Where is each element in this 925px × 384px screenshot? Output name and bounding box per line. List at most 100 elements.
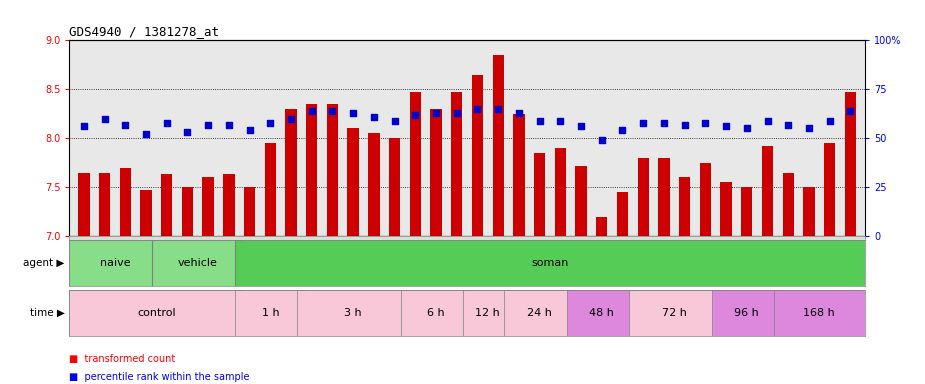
Point [117,121,132,127]
Bar [566,290,637,336]
Point [635,119,650,126]
Point [843,108,857,114]
Point [512,110,526,116]
Bar [803,187,815,236]
Text: 96 h: 96 h [734,308,759,318]
Point [221,121,236,127]
Text: 72 h: 72 h [662,308,686,318]
Text: agent ▶: agent ▶ [23,258,65,268]
Bar [699,163,711,236]
Bar [430,109,442,236]
Bar [629,290,720,336]
Bar [368,133,379,236]
Bar [388,138,401,236]
Bar [223,174,235,236]
Point [408,112,423,118]
Point [180,129,195,136]
Bar [235,290,305,336]
Text: soman: soman [531,258,569,268]
Point [739,125,754,131]
Bar [773,290,865,336]
Bar [617,192,628,236]
Bar [741,187,753,236]
Bar [463,290,512,336]
Bar [845,92,856,236]
Point [615,127,630,134]
Point [242,127,257,134]
Bar [555,148,566,236]
Bar [327,104,339,236]
Bar [575,166,586,236]
Point [677,121,692,127]
Text: 1 h: 1 h [262,308,279,318]
Text: 6 h: 6 h [427,308,445,318]
Point [595,137,610,143]
Bar [534,153,546,236]
Bar [119,167,131,236]
Bar [297,290,409,336]
Bar [451,92,462,236]
Point [760,118,775,124]
Point [263,119,278,126]
Point [470,106,485,112]
Point [450,110,464,116]
Point [97,116,112,122]
Bar [504,290,574,336]
Text: time ▶: time ▶ [30,308,65,318]
Point [657,119,672,126]
Bar [679,177,690,236]
Point [781,121,796,127]
Bar [69,240,161,286]
Text: naive: naive [100,258,130,268]
Bar [637,158,649,236]
Text: ■  transformed count: ■ transformed count [69,354,176,364]
Bar [69,290,243,336]
Point [532,118,547,124]
Bar [141,190,152,236]
Point [574,123,588,129]
Point [284,116,299,122]
Point [304,108,319,114]
Point [139,131,154,137]
Bar [348,128,359,236]
Text: vehicle: vehicle [178,258,217,268]
Point [159,119,174,126]
Bar [203,177,214,236]
Bar [472,74,483,236]
Bar [161,174,172,236]
Bar [659,158,670,236]
Text: 24 h: 24 h [527,308,552,318]
Text: control: control [137,308,176,318]
Point [719,123,734,129]
Point [388,118,402,124]
Bar [153,240,243,286]
Bar [306,104,317,236]
Bar [99,172,110,236]
Bar [824,143,835,236]
Bar [244,187,255,236]
Point [325,108,339,114]
Point [201,121,216,127]
Bar [596,217,608,236]
Point [428,110,443,116]
Bar [711,290,782,336]
Text: 168 h: 168 h [804,308,835,318]
Bar [285,109,297,236]
Bar [79,172,90,236]
Point [491,106,506,112]
Bar [181,187,193,236]
Point [366,114,381,120]
Point [822,118,837,124]
Text: 48 h: 48 h [589,308,614,318]
Text: ■  percentile rank within the sample: ■ percentile rank within the sample [69,372,250,382]
Point [77,123,92,129]
Bar [410,92,421,236]
Bar [721,182,732,236]
Text: 3 h: 3 h [344,308,362,318]
Point [698,119,713,126]
Bar [492,55,504,236]
Text: 12 h: 12 h [475,308,500,318]
Point [553,118,568,124]
Text: GDS4940 / 1381278_at: GDS4940 / 1381278_at [69,25,219,38]
Point [802,125,817,131]
